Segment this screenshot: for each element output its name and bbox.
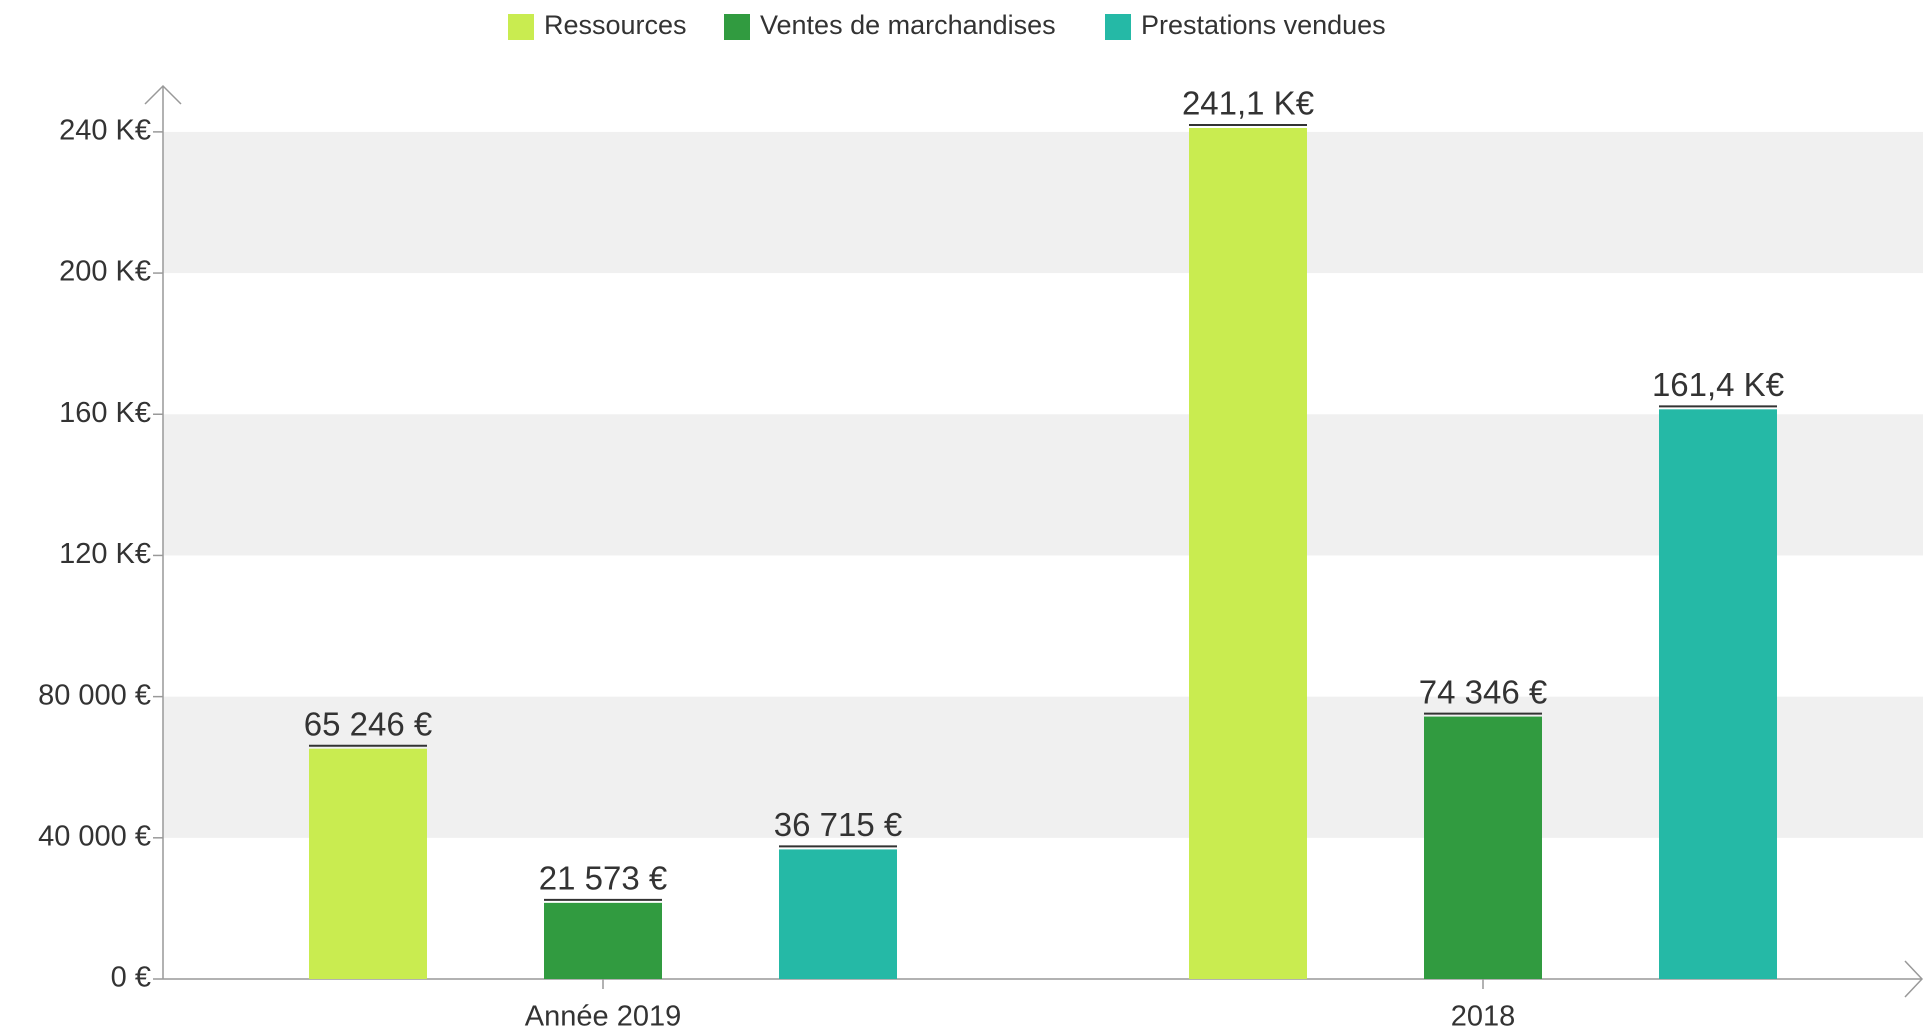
grid-band	[163, 696, 1923, 838]
x-tick-label: 2018	[1451, 1001, 1516, 1033]
grid-band	[163, 414, 1923, 556]
legend-swatch	[508, 14, 534, 40]
y-tick-label: 200 K€	[59, 256, 151, 288]
legend-label: Prestations vendues	[1141, 10, 1386, 40]
bar	[1659, 409, 1777, 979]
value-label: 21 573 €	[539, 860, 667, 897]
y-tick-label: 120 K€	[59, 538, 151, 570]
x-tick-label: Année 2019	[525, 1001, 681, 1033]
value-label: 36 715 €	[774, 806, 902, 843]
bar	[779, 849, 897, 979]
bar	[1424, 716, 1542, 979]
legend-swatch	[1105, 14, 1131, 40]
value-label: 65 246 €	[304, 705, 432, 742]
bar	[309, 748, 427, 979]
value-label: 161,4 K€	[1652, 366, 1784, 403]
y-tick-label: 0 €	[111, 962, 151, 994]
grid-band	[163, 131, 1923, 274]
x-axis-arrow	[1904, 960, 1923, 998]
legend-label: Ventes de marchandises	[760, 10, 1056, 40]
value-label: 74 346 €	[1419, 673, 1547, 710]
bar	[1189, 128, 1307, 980]
y-tick-label: 160 K€	[59, 397, 151, 429]
legend-swatch	[724, 14, 750, 40]
legend-label: Ressources	[544, 10, 687, 40]
bar	[544, 902, 662, 979]
value-label: 241,1 K€	[1182, 85, 1314, 122]
y-tick-label: 240 K€	[59, 115, 151, 147]
y-axis-arrow	[144, 84, 182, 105]
y-tick-label: 40 000 €	[38, 820, 151, 852]
y-tick-label: 80 000 €	[38, 679, 151, 711]
